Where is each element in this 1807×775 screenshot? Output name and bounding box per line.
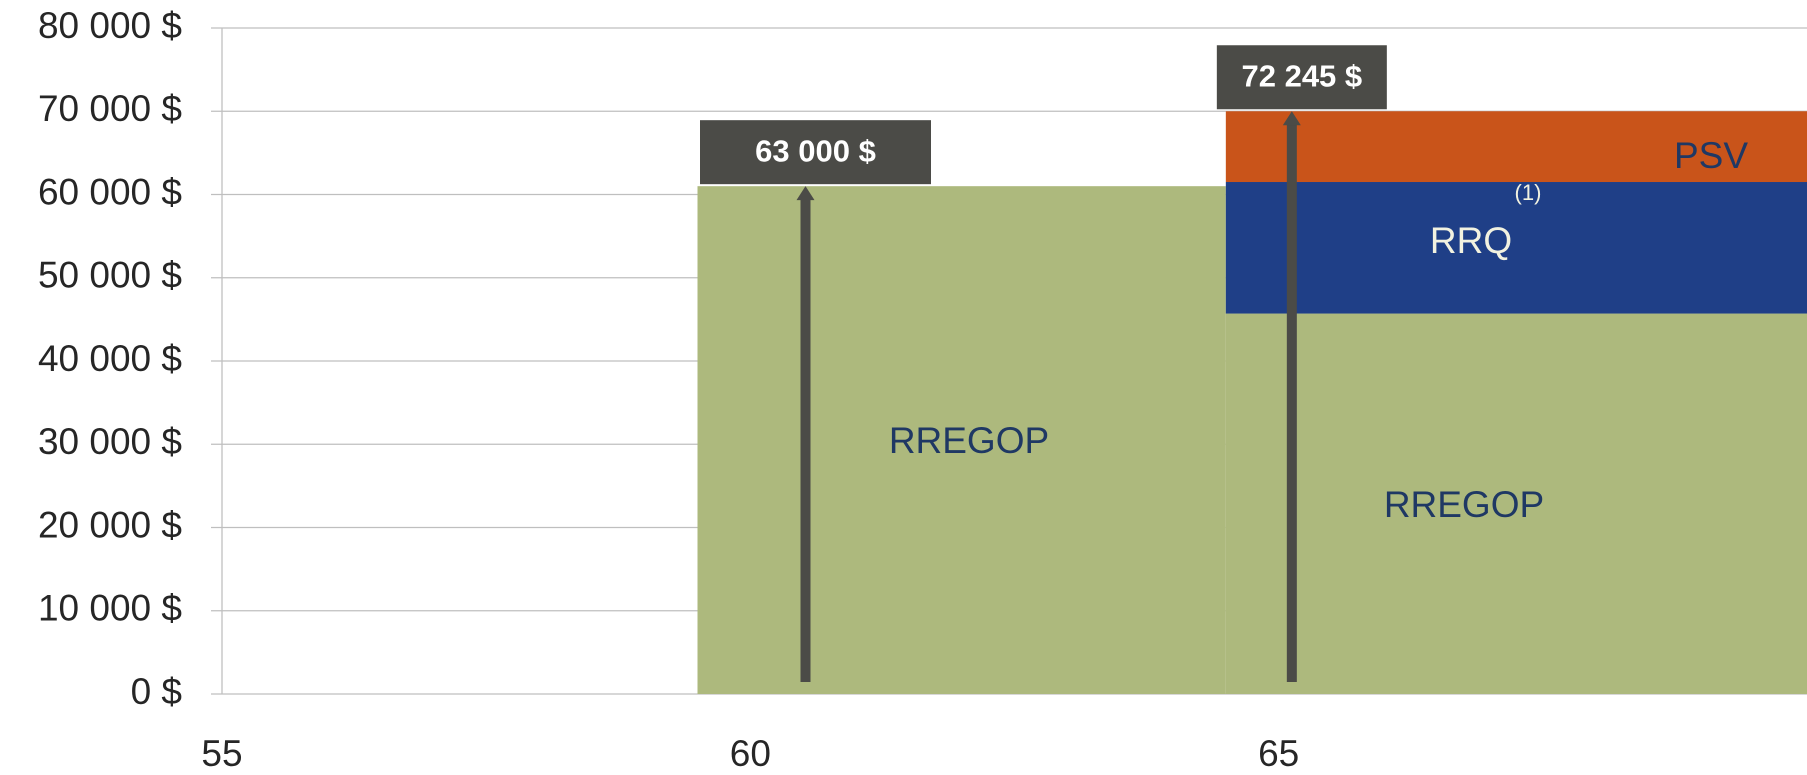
- area-label: RREGOP: [889, 420, 1049, 461]
- footnote-marker: (1): [1515, 180, 1542, 205]
- area-segment: [697, 186, 1226, 695]
- x-tick-label: 55: [201, 733, 242, 774]
- area-segment: [1225, 313, 1807, 694]
- y-tick-label: 0 $: [131, 671, 182, 712]
- area-label: RREGOP: [1384, 484, 1544, 525]
- y-tick-label: 60 000 $: [38, 171, 182, 212]
- area-segment: [1225, 111, 1807, 183]
- area-segment: [1225, 182, 1807, 314]
- annotation-box: [1216, 45, 1387, 110]
- x-tick-label: 60: [730, 733, 771, 774]
- x-tick-label: 65: [1258, 733, 1299, 774]
- annotation-label: 72 245 $: [1241, 58, 1362, 93]
- annotation-box: [700, 120, 931, 185]
- arrow-head: [1282, 111, 1301, 126]
- area-label: PSV: [1674, 135, 1748, 176]
- y-tick-label: 10 000 $: [38, 588, 182, 629]
- y-tick-label: 30 000 $: [38, 421, 182, 462]
- y-tick-label: 50 000 $: [38, 255, 182, 296]
- y-tick-label: 80 000 $: [38, 5, 182, 46]
- area-label: RRQ: [1430, 220, 1512, 261]
- arrow-shaft: [800, 196, 811, 683]
- y-tick-label: 20 000 $: [38, 504, 182, 545]
- y-tick-label: 70 000 $: [38, 88, 182, 129]
- arrow-shaft: [1286, 121, 1297, 682]
- y-tick-label: 40 000 $: [38, 338, 182, 379]
- annotation-label: 63 000 $: [755, 133, 876, 168]
- arrow-head: [796, 186, 815, 201]
